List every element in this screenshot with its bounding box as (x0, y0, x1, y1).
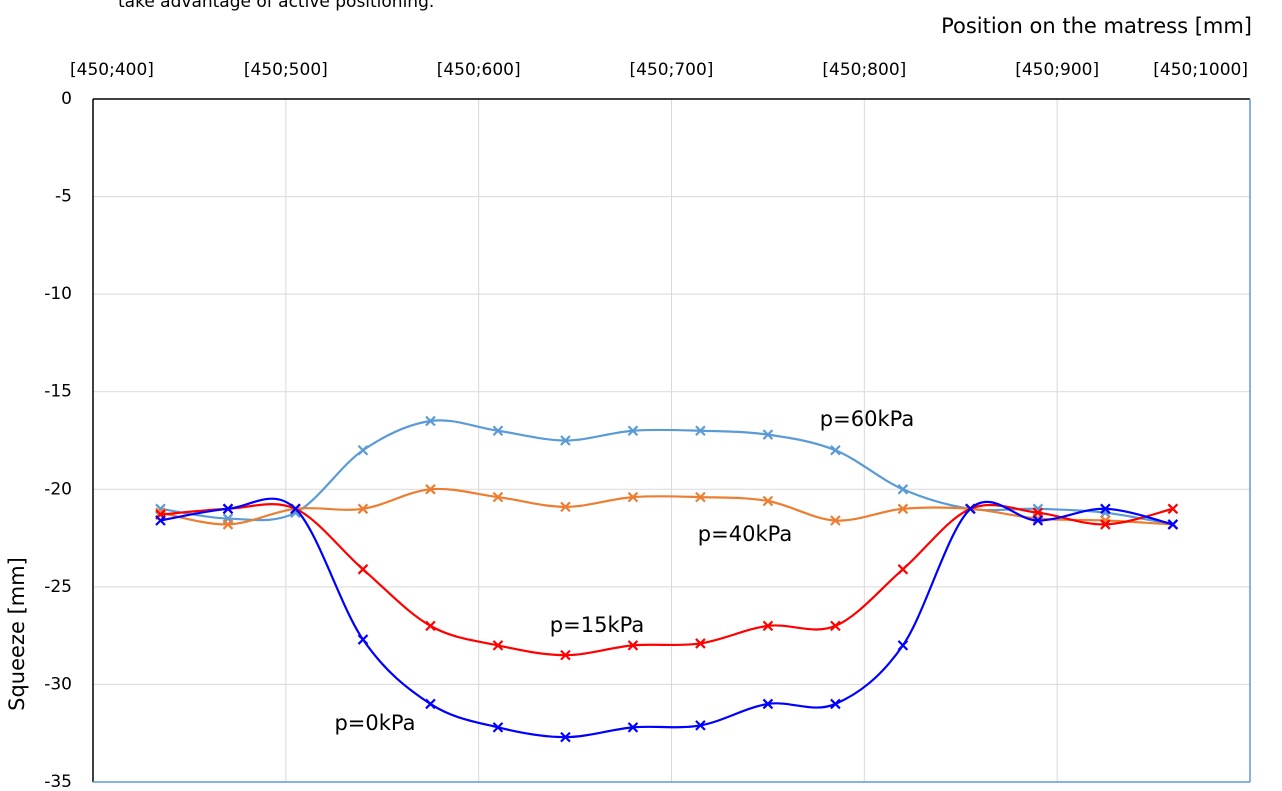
marker (627, 640, 639, 651)
x-tick-label: [450;600] (437, 60, 521, 80)
y-tick-label: -30 (44, 674, 72, 694)
series-label: p=60kPa (820, 407, 914, 431)
y-tick-label: -15 (44, 382, 72, 402)
marker (762, 429, 774, 440)
marker (492, 722, 504, 733)
marker (560, 501, 571, 513)
marker (965, 503, 976, 515)
marker (222, 503, 234, 515)
marker (627, 425, 639, 437)
series-line (160, 419, 1174, 526)
x-tick-label: [450;900] (1015, 60, 1099, 80)
marker (425, 415, 436, 427)
marker (560, 649, 571, 661)
marker (695, 638, 706, 649)
note: take advantage of active positioning. (118, 0, 434, 12)
marker (762, 698, 774, 710)
marker (492, 491, 504, 503)
x-axis-title: Position on the matress [mm] (941, 14, 1252, 38)
marker (357, 634, 369, 645)
y-tick-label: -35 (44, 772, 72, 791)
marker (155, 507, 166, 518)
marker (492, 640, 504, 651)
marker (222, 519, 234, 530)
marker (357, 564, 369, 575)
marker (897, 564, 909, 575)
marker (1032, 507, 1044, 518)
y-tick-label: -25 (44, 577, 72, 597)
y-tick-label: 0 (61, 89, 72, 109)
marker (357, 503, 369, 515)
marker (627, 491, 639, 503)
y-tick-label: -5 (55, 187, 72, 207)
marker (1100, 503, 1111, 515)
series-label: p=40kPa (698, 522, 792, 546)
marker (560, 731, 571, 743)
marker (155, 515, 166, 526)
y-tick-label: -20 (44, 479, 72, 499)
marker (695, 491, 706, 503)
y-tick-label: -10 (44, 284, 72, 304)
series-line (160, 487, 1173, 526)
y-axis-title: Squeeze [mm] (5, 557, 29, 711)
marker (1167, 519, 1179, 530)
marker (897, 503, 909, 515)
marker (830, 698, 841, 710)
marker (425, 620, 436, 632)
series-label: p=0kPa (334, 711, 415, 735)
marker (762, 620, 774, 632)
x-tick-label: [450;800] (822, 60, 906, 80)
marker (560, 435, 571, 446)
marker (695, 425, 706, 437)
marker (1032, 515, 1044, 526)
marker (492, 425, 504, 437)
marker (1100, 519, 1111, 530)
marker (290, 503, 301, 515)
marker (830, 515, 841, 526)
marker (762, 495, 774, 507)
marker (357, 444, 369, 456)
x-tick-label: [450;500] (244, 60, 328, 80)
marker (425, 484, 436, 495)
series-line (160, 503, 1174, 657)
marker (627, 722, 639, 733)
x-tick-label: [450;1000] (1153, 60, 1248, 80)
marker (425, 698, 436, 710)
marker (897, 484, 909, 495)
marker (695, 720, 706, 731)
series-line (160, 497, 1174, 739)
x-tick-label: [450;700] (630, 60, 714, 80)
x-tick-label: [450;400] (70, 60, 154, 80)
marker (830, 620, 841, 632)
marker (1167, 503, 1179, 515)
marker (897, 640, 909, 651)
marker (830, 444, 841, 456)
series-label: p=15kPa (550, 613, 644, 637)
